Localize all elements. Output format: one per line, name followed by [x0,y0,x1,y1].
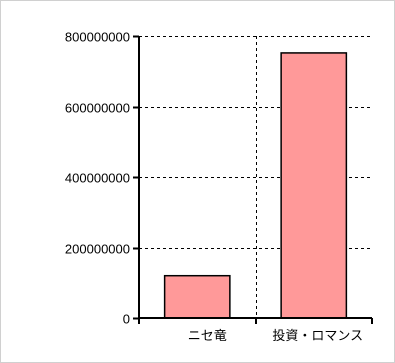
y-tick-label: 400000000 [65,171,130,186]
bar [280,52,348,319]
x-category-label: 投資・ロマンス [272,328,363,344]
y-tick-label: 600000000 [65,101,130,116]
x-tick-labels: ニセ竜 投資・ロマンス [188,328,363,344]
y-tick-label: 200000000 [65,242,130,257]
y-tick-label: 800000000 [65,30,130,45]
bar [163,274,231,319]
y-ticks: 0 200000000 400000000 600000000 800000000 [65,30,139,327]
y-tick-label: 0 [123,312,130,327]
bars [163,52,348,319]
x-category-label: ニセ竜 [188,329,227,344]
